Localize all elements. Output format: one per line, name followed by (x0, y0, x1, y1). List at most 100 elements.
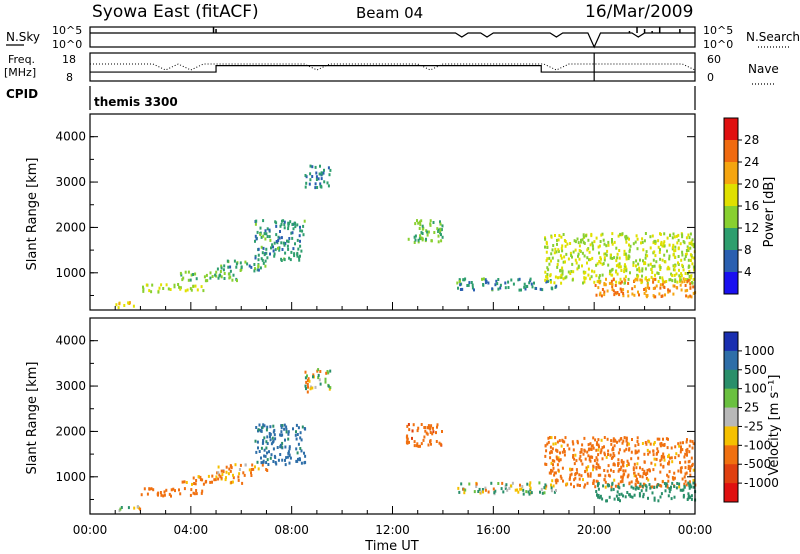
range-cell (623, 270, 626, 274)
nsearch-label: N.Search (746, 30, 800, 44)
range-cell (222, 470, 225, 474)
range-cell (687, 278, 690, 282)
range-cell (617, 263, 620, 267)
range-cell (327, 166, 330, 170)
range-cell (655, 452, 658, 456)
range-cell (406, 434, 409, 438)
range-cell (597, 495, 600, 499)
range-cell (668, 254, 671, 258)
range-cell (512, 282, 515, 286)
range-cell (277, 239, 280, 242)
range-cell (545, 242, 548, 246)
range-cell (614, 284, 617, 287)
range-cell (471, 283, 474, 287)
range-cell (484, 278, 487, 282)
range-cell (546, 246, 549, 249)
range-cell (603, 469, 606, 472)
range-cell (663, 240, 666, 244)
range-cell (260, 235, 263, 239)
colorbar-swatch (724, 464, 738, 484)
range-cell (187, 270, 190, 274)
range-cell (652, 468, 655, 472)
range-cell (597, 453, 600, 457)
range-cell (657, 245, 660, 249)
range-cell (638, 494, 641, 498)
range-cell (570, 270, 573, 273)
range-cell (287, 224, 290, 228)
range-cell (417, 426, 420, 430)
range-cell (583, 448, 586, 452)
range-cell (686, 280, 689, 283)
range-cell (632, 486, 635, 490)
range-cell (303, 427, 306, 430)
range-cell (641, 467, 644, 471)
range-cell (612, 452, 615, 455)
range-cell (649, 235, 652, 239)
range-cell (687, 258, 690, 262)
range-cell (691, 462, 694, 466)
range-cell (295, 447, 298, 451)
range-cell (254, 254, 257, 258)
range-cell (306, 390, 309, 394)
range-cell (283, 223, 286, 226)
range-cell (642, 259, 644, 263)
range-cell (582, 233, 585, 237)
range-cell (562, 277, 565, 281)
range-cell (616, 256, 619, 260)
range-cell (273, 433, 276, 437)
range-cell (259, 429, 262, 432)
range-cell (690, 497, 693, 501)
range-cell (569, 242, 572, 245)
range-cell (660, 295, 663, 298)
range-cell (551, 469, 554, 473)
range-cell (219, 273, 222, 277)
colorbar-swatch (724, 350, 738, 371)
range-cell (511, 481, 514, 485)
range-cell (644, 253, 647, 257)
range-cell (622, 483, 625, 487)
range-cell (522, 488, 525, 492)
range-cell (146, 492, 149, 496)
range-cell (666, 483, 669, 487)
range-cell (667, 437, 669, 441)
range-cell (612, 487, 615, 491)
range-cell (595, 456, 598, 460)
range-cell (234, 463, 237, 467)
range-cell (678, 444, 681, 448)
range-cell (559, 474, 562, 478)
range-cell (650, 275, 653, 279)
range-cell (688, 241, 691, 245)
colorbar-swatch (724, 250, 738, 273)
range-cell (663, 286, 666, 289)
range-cell (523, 282, 526, 286)
range-cell (628, 482, 631, 486)
range-cell (150, 487, 153, 491)
range-cell (628, 250, 631, 254)
range-cell (297, 426, 300, 430)
ytick-label: 4000 (55, 130, 86, 144)
range-cell (174, 489, 176, 493)
range-cell (603, 256, 606, 260)
range-cell (279, 445, 282, 449)
range-cell (195, 489, 198, 492)
range-cell (623, 252, 626, 256)
range-cell (283, 258, 286, 262)
range-cell (662, 452, 665, 456)
range-cell (617, 458, 620, 462)
range-cell (644, 256, 647, 260)
range-cell (593, 270, 596, 274)
range-cell (138, 506, 140, 510)
range-cell (622, 494, 624, 498)
colorbar-swatch (724, 369, 738, 390)
ytick-label: 4000 (55, 334, 86, 348)
range-cell (613, 293, 616, 297)
range-cell (282, 219, 285, 223)
range-cell (268, 432, 271, 435)
range-cell (628, 255, 631, 259)
colorbar-tick-label: 100 (744, 382, 767, 396)
range-cell (638, 492, 641, 496)
range-cell (692, 478, 695, 482)
range-cell (267, 463, 270, 466)
range-cell (459, 283, 462, 287)
range-cell (612, 289, 615, 293)
